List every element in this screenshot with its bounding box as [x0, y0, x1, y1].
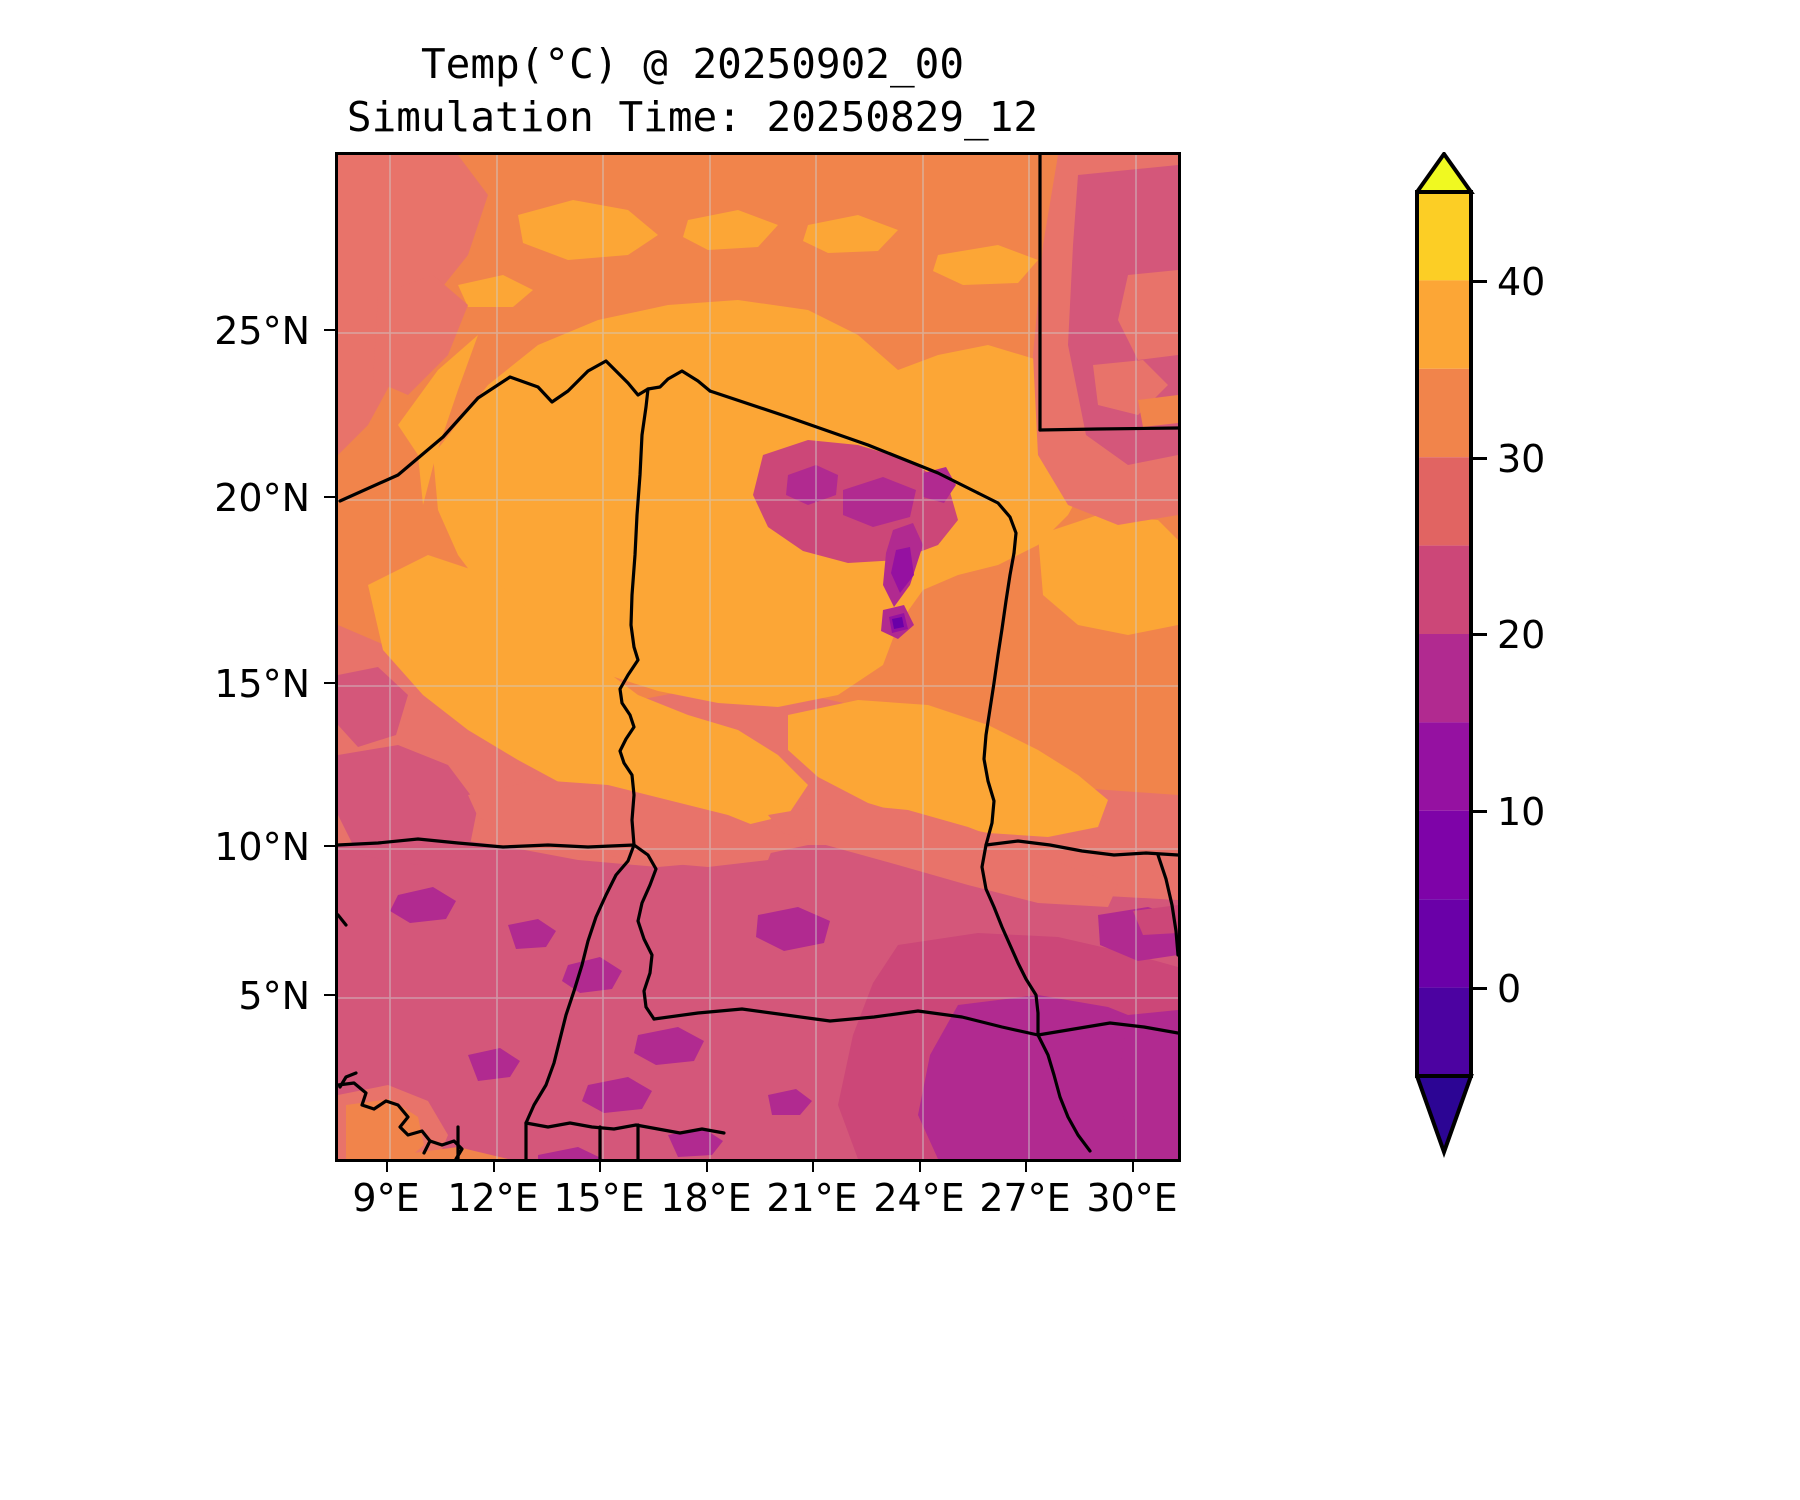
x-tick-mark: [706, 1161, 708, 1172]
y-tick-mark: [324, 994, 335, 996]
x-tick-label: 9°E: [352, 1176, 420, 1220]
colorbar-tick-mark: [1473, 810, 1487, 813]
x-tick-mark: [599, 1161, 601, 1172]
y-tick-mark: [324, 682, 335, 684]
colorbar-tick-label: 30: [1497, 437, 1546, 481]
x-tick-label: 18°E: [660, 1176, 752, 1220]
y-tick-label: 20°N: [214, 476, 310, 520]
colorbar-tick-mark: [1473, 633, 1487, 636]
map-plot-area: [338, 155, 1178, 1159]
y-tick-mark: [324, 496, 335, 498]
x-tick-label: 15°E: [553, 1176, 645, 1220]
x-tick-label: 12°E: [447, 1176, 539, 1220]
y-tick-mark: [324, 329, 335, 331]
y-tick-label: 10°N: [214, 825, 310, 869]
x-tick-label: 21°E: [766, 1176, 858, 1220]
colorbar-tick-mark: [1473, 457, 1487, 460]
colorbar-tick-mark: [1473, 987, 1487, 990]
x-tick-label: 27°E: [979, 1176, 1071, 1220]
page-title: Temp(°C) @ 20250902_00 Simulation Time: …: [0, 38, 1385, 144]
colorbar-tick-label: 10: [1497, 790, 1546, 834]
x-tick-mark: [919, 1161, 921, 1172]
title-line-1: Temp(°C) @ 20250902_00: [420, 40, 965, 88]
temperature-contour-field: [338, 155, 1178, 1159]
y-tick-label: 25°N: [214, 309, 310, 353]
colorbar-tick-label: 0: [1497, 967, 1522, 1011]
x-tick-mark: [386, 1161, 388, 1172]
colorbar-gradient: [1415, 152, 1475, 1158]
colorbar-tick-label: 40: [1497, 260, 1546, 304]
x-tick-mark: [812, 1161, 814, 1172]
x-tick-label: 30°E: [1086, 1176, 1178, 1220]
map-axes[interactable]: [335, 152, 1181, 1162]
y-tick-label: 15°N: [214, 662, 310, 706]
title-line-2: Simulation Time: 20250829_12: [346, 93, 1039, 141]
x-tick-mark: [1025, 1161, 1027, 1172]
colorbar-tick-label: 20: [1497, 613, 1546, 657]
x-tick-label: 24°E: [873, 1176, 965, 1220]
y-tick-label: 5°N: [238, 974, 310, 1018]
x-tick-mark: [493, 1161, 495, 1172]
colorbar-tick-mark: [1473, 280, 1487, 283]
y-tick-mark: [324, 845, 335, 847]
colorbar[interactable]: 40 30 20 10 0: [1415, 152, 1545, 1162]
x-tick-mark: [1132, 1161, 1134, 1172]
